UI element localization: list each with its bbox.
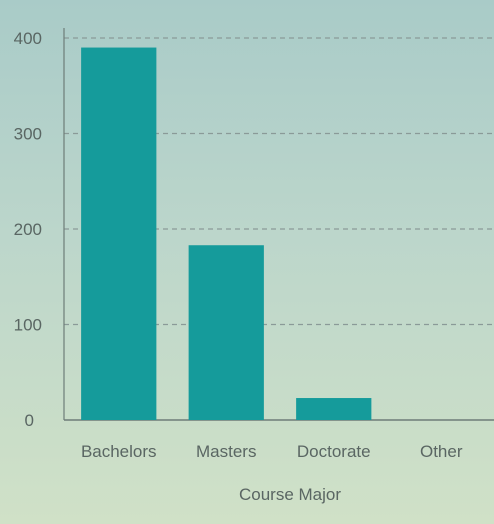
bar-doctorate — [296, 398, 372, 420]
x-tick-label: Masters — [196, 442, 256, 461]
bars — [81, 47, 372, 421]
y-tick-label: 0 — [25, 411, 34, 430]
x-axis-title: Course Major — [239, 485, 341, 504]
bar-masters — [188, 245, 264, 420]
x-tick-label: Bachelors — [81, 442, 157, 461]
y-tick-label: 200 — [14, 220, 42, 239]
x-tick-label: Doctorate — [297, 442, 371, 461]
y-tick-label: 300 — [14, 125, 42, 144]
y-tick-label: 400 — [14, 29, 42, 48]
x-tick-label: Other — [420, 442, 463, 461]
x-tick-labels: Bachelors Masters Doctorate Other — [81, 442, 463, 461]
y-tick-labels: 0 100 200 300 400 — [14, 29, 42, 430]
y-tick-label: 100 — [14, 316, 42, 335]
bar-bachelors — [81, 47, 157, 421]
